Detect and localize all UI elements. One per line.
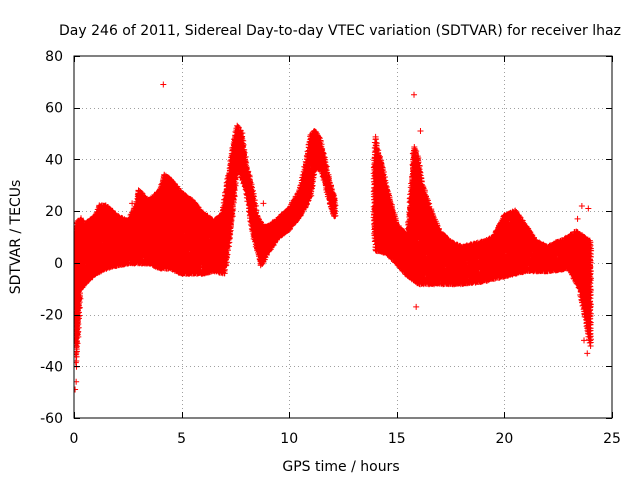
outlier-point: [135, 195, 142, 202]
axis-ticks: 0 5 10 15 20 25 -60 -40 -20 0 20 40 60 80: [40, 49, 621, 447]
y-tick-label: -40: [40, 359, 63, 375]
outlier-point: [129, 200, 136, 207]
x-axis-label: GPS time / hours: [282, 459, 399, 475]
y-tick-label: 80: [45, 49, 63, 65]
outlier-point: [574, 215, 581, 222]
y-tick-label: 60: [45, 101, 63, 117]
chart-title: Day 246 of 2011, Sidereal Day-to-day VTE…: [59, 23, 621, 39]
plot-border: [73, 55, 613, 419]
data-points: [74, 81, 595, 393]
y-tick-label: -20: [40, 308, 63, 324]
y-tick-label: 40: [45, 152, 63, 168]
outlier-point: [581, 337, 588, 344]
y-tick-label: 0: [54, 256, 63, 272]
y-axis-label: SDTVAR / TECUs: [8, 180, 24, 295]
y-tick-label: -60: [40, 411, 63, 427]
x-tick-label: 0: [70, 431, 79, 447]
outlier-point: [411, 91, 418, 98]
x-tick-label: 25: [603, 431, 621, 447]
outlier-point: [160, 81, 167, 88]
x-tick-label: 15: [388, 431, 406, 447]
x-tick-label: 10: [280, 431, 298, 447]
outlier-point: [578, 202, 585, 209]
outlier-point: [413, 303, 420, 310]
outlier-point: [585, 205, 592, 212]
y-tick-label: 20: [45, 204, 63, 220]
outlier-point: [74, 386, 79, 393]
x-tick-label: 20: [495, 431, 513, 447]
outlier-point: [108, 213, 115, 220]
data-point-cloud: [74, 122, 595, 370]
outlier-point: [417, 127, 424, 134]
x-tick-label: 5: [177, 431, 186, 447]
outlier-point: [260, 200, 267, 207]
outlier-point: [584, 350, 591, 357]
